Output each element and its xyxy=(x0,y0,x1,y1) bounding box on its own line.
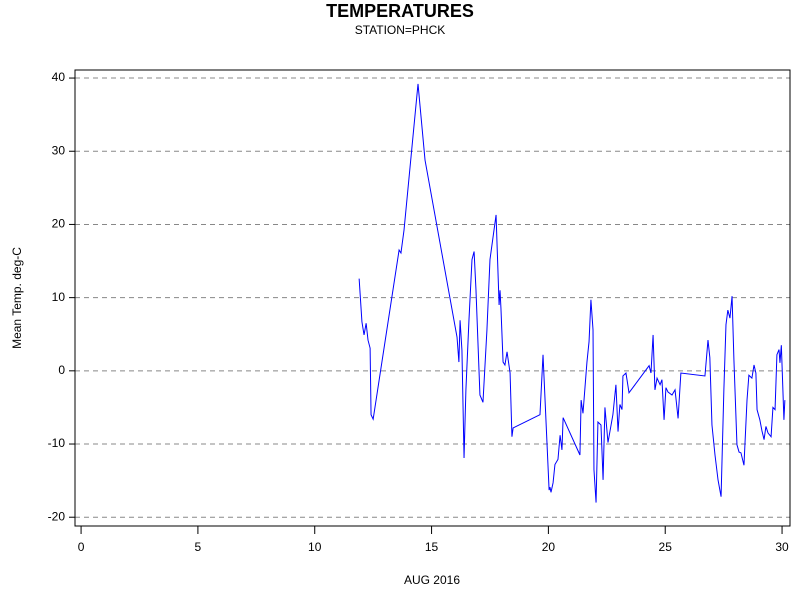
y-tick-label: -20 xyxy=(48,509,66,523)
x-tick-label: 10 xyxy=(308,540,322,554)
chart-subtitle: STATION=PHCK xyxy=(355,23,446,37)
x-tick-label: 20 xyxy=(542,540,556,554)
y-tick-label: -10 xyxy=(48,436,66,450)
x-tick-label: 25 xyxy=(659,540,673,554)
y-tick-label: 20 xyxy=(52,217,66,231)
x-tick-label: 0 xyxy=(78,540,85,554)
y-tick-label: 0 xyxy=(58,363,65,377)
x-tick-label: 5 xyxy=(195,540,202,554)
y-tick-label: 30 xyxy=(52,143,66,157)
x-axis-label: AUG 2016 xyxy=(404,573,460,587)
y-tick-label: 10 xyxy=(52,290,66,304)
plot-frame xyxy=(74,69,791,527)
y-axis-label: Mean Temp. deg-C xyxy=(10,247,24,349)
y-tick-label: 40 xyxy=(52,70,66,84)
data-line xyxy=(358,83,786,503)
chart-title: TEMPERATURES xyxy=(326,1,474,21)
x-tick-label: 15 xyxy=(425,540,439,554)
x-tick-label: 30 xyxy=(775,540,789,554)
